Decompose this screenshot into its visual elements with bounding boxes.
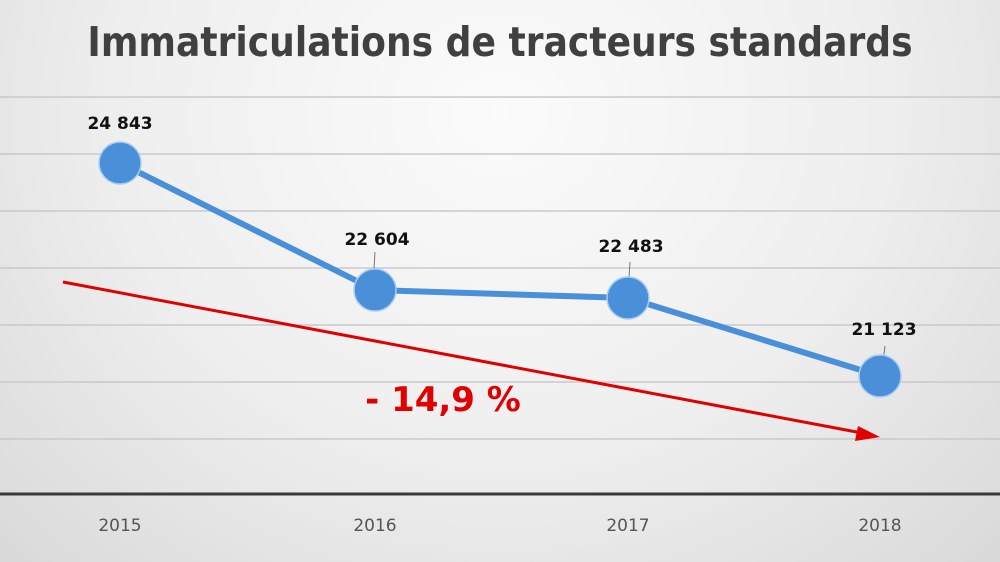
data-label-2015: 24 843 (87, 114, 152, 134)
data-point-2016[interactable] (353, 268, 397, 312)
gridlines (0, 96, 1000, 440)
series-line (118, 160, 881, 379)
trend-percentage-annotation: - 14,9 % (365, 380, 521, 420)
data-label-2018: 21 123 (851, 320, 916, 340)
data-point-2018[interactable] (858, 354, 902, 398)
data-point-2017[interactable] (606, 276, 650, 320)
data-label-2017: 22 483 (598, 237, 663, 257)
x-tick-2017: 2017 (606, 516, 649, 536)
x-tick-2018: 2018 (858, 516, 901, 536)
x-tick-2015: 2015 (98, 516, 141, 536)
data-label-2016: 22 604 (344, 230, 409, 250)
chart-title: Immatriculations de tracteurs standards (87, 18, 913, 66)
trend-arrow-icon (62, 280, 880, 441)
x-tick-2016: 2016 (353, 516, 396, 536)
data-point-2015[interactable] (98, 141, 142, 185)
